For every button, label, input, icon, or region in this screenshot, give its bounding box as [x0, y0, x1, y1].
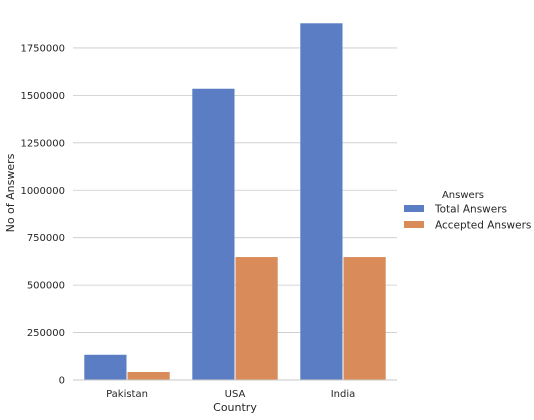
bar-pakistan-total-answers: [84, 354, 127, 380]
bars: [84, 23, 386, 381]
y-axis-label: No of Answers: [4, 153, 17, 232]
y-tick-label: 0: [59, 376, 65, 387]
bar-pakistan-accepted-answers: [127, 372, 170, 380]
y-tick-label: 250000: [27, 328, 65, 339]
legend-swatch: [404, 205, 424, 212]
y-tick-label: 1000000: [20, 186, 65, 197]
x-tick-label: USA: [225, 389, 246, 400]
legend-swatch: [404, 221, 424, 228]
bar-usa-accepted-answers: [235, 257, 278, 380]
x-tick-label: India: [331, 389, 356, 400]
bar-india-accepted-answers: [343, 257, 386, 380]
legend-label: Accepted Answers: [435, 220, 531, 232]
x-tick-labels: Pakistan USA India: [106, 389, 355, 400]
y-tick-label: 750000: [27, 233, 65, 244]
y-tick-label: 1500000: [20, 91, 65, 102]
y-tick-label: 1250000: [20, 138, 65, 149]
x-tick-label: Pakistan: [106, 389, 148, 400]
grid-lines: [73, 47, 397, 333]
bar-usa-total-answers: [192, 88, 235, 380]
y-tick-labels: 0 250000 500000 750000 1000000 1250000 1500000…: [20, 43, 65, 386]
x-axis-label: Country: [213, 401, 257, 414]
legend-label: Total Answers: [434, 204, 507, 216]
y-tick-label: 500000: [27, 281, 65, 292]
y-tick-label: 1750000: [20, 43, 65, 54]
legend: Answers Total Answers Accepted Answers: [404, 190, 531, 232]
bar-india-total-answers: [300, 23, 343, 381]
legend-title: Answers: [442, 190, 484, 201]
